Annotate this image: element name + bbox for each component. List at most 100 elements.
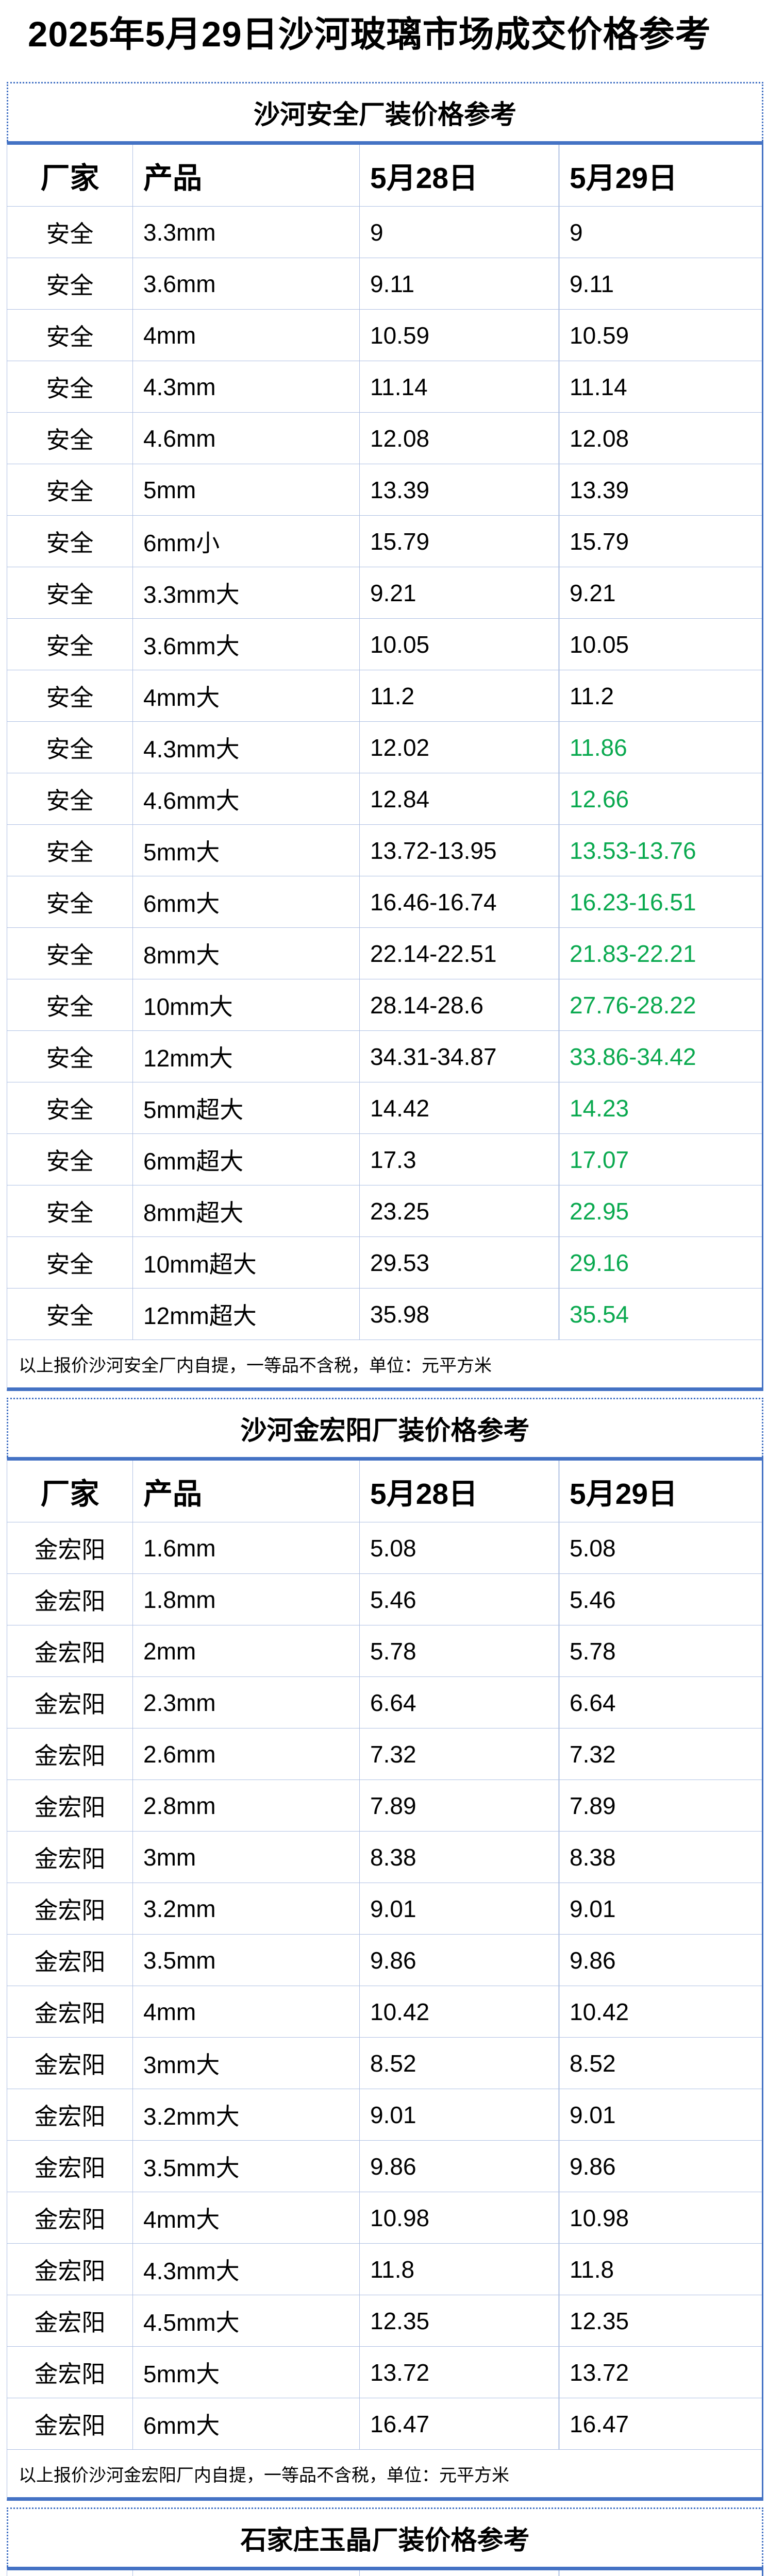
product-cell: 2.8mm (133, 1780, 360, 1832)
table-row: 安全 6mm大 16.46-16.74 16.23-16.51 (7, 876, 762, 928)
product-cell: 4mm (133, 310, 360, 361)
price-may28-cell: 17.3 (360, 1134, 559, 1185)
vendor-cell: 金宏阳 (7, 2038, 133, 2089)
vendor-cell: 安全 (7, 979, 133, 1031)
price-may29-cell: 8.52 (570, 2049, 616, 2077)
table-row: 金宏阳 1.8mm 5.46 5.46 (7, 1574, 762, 1626)
product-cell: 5mm超大 (133, 1082, 360, 1134)
header-vendor: 厂家 (7, 145, 133, 207)
product-cell: 2.3mm (133, 1677, 360, 1728)
product-cell: 3.5mm大 (133, 2141, 360, 2192)
product-cell: 4.5mm大 (133, 2295, 360, 2347)
price-may28-cell: 9.01 (360, 1883, 559, 1935)
table-row: 金宏阳 2.8mm 7.89 7.89 (7, 1780, 762, 1832)
price-may28-cell: 29.53 (360, 1237, 559, 1289)
product-cell: 3.2mm (133, 1883, 360, 1935)
price-table: 厂家 产品 5月28日 5月29日 安全 3.3mm 9 9 安全 3.6mm 9.11 9.… (7, 141, 763, 1392)
table-header-row: 厂家 产品 5月28日 5月29日 (7, 1461, 762, 1523)
table-row: 安全 4.6mm 12.08 12.08 (7, 413, 762, 465)
product-cell: 4mm (133, 1986, 360, 2038)
product-cell: 4mm大 (133, 2192, 360, 2244)
price-may28-cell: 9.01 (360, 2089, 559, 2141)
price-may28-cell: 7.89 (360, 1780, 559, 1832)
product-cell: 1.6mm (133, 1522, 360, 1574)
price-section: 沙河金宏阳厂装价格参考 厂家 产品 5月28日 5月29日 金宏阳 1.6mm 5.… (7, 1398, 763, 2501)
product-cell: 4.3mm大 (133, 722, 360, 773)
vendor-cell: 安全 (7, 516, 133, 567)
price-may28-cell: 8.38 (360, 1832, 559, 1883)
table-row: 安全 8mm超大 23.25 22.95 (7, 1185, 762, 1238)
vendor-cell: 金宏阳 (7, 2295, 133, 2347)
table-rows: 安全 3.3mm 9 9 安全 3.6mm 9.11 9.11 安全 4mm 10.59 10.59 安… (7, 207, 762, 1341)
price-may28-cell: 9 (360, 207, 559, 258)
section-footnote: 以上报价沙河安全厂内自提，一等品不含税，单位：元平方米 (19, 1355, 492, 1376)
title-spacer (0, 55, 768, 82)
product-cell: 1.8mm (133, 1574, 360, 1625)
price-may29-cell: 21.83-22.21 (570, 940, 696, 967)
header-product: 产品 (133, 2570, 360, 2576)
price-may29-cell: 11.2 (570, 682, 614, 709)
price-may29-cell: 15.79 (570, 528, 629, 555)
product-cell: 3.6mm大 (133, 619, 360, 670)
price-may29-cell: 6.64 (570, 1689, 616, 1716)
price-may29-cell: 9.11 (570, 270, 614, 297)
vendor-cell: 安全 (7, 310, 133, 361)
section-title: 沙河金宏阳厂装价格参考 (7, 1398, 763, 1458)
vendor-cell: 安全 (7, 619, 133, 670)
price-may29-cell: 7.89 (570, 1792, 616, 1819)
price-may29-cell: 17.07 (570, 1146, 629, 1173)
table-row: 金宏阳 3mm 8.38 8.38 (7, 1832, 762, 1884)
product-cell: 3mm (133, 1832, 360, 1883)
table-row: 金宏阳 4.5mm大 12.35 12.35 (7, 2295, 762, 2347)
product-cell: 10mm超大 (133, 1237, 360, 1289)
table-row: 安全 10mm超大 29.53 29.16 (7, 1237, 762, 1289)
product-cell: 2mm (133, 1625, 360, 1677)
price-may29-cell: 9.21 (570, 579, 616, 606)
vendor-cell: 金宏阳 (7, 1935, 133, 1986)
section-title: 沙河安全厂装价格参考 (7, 82, 763, 142)
header-may28: 5月28日 (360, 145, 559, 207)
price-may29-cell: 9.86 (570, 1946, 616, 1974)
price-may29-cell: 33.86-34.42 (570, 1043, 696, 1070)
vendor-cell: 金宏阳 (7, 2141, 133, 2192)
product-cell: 3.5mm (133, 1935, 360, 1986)
table-row: 金宏阳 5mm大 13.72 13.72 (7, 2347, 762, 2399)
table-row: 安全 5mm 13.39 13.39 (7, 464, 762, 516)
vendor-cell: 金宏阳 (7, 2347, 133, 2398)
product-cell: 4.3mm大 (133, 2244, 360, 2295)
sections-container: 沙河安全厂装价格参考 厂家 产品 5月28日 5月29日 安全 3.3mm 9 9 安全… (0, 82, 768, 2576)
vendor-cell: 安全 (7, 1237, 133, 1289)
vendor-cell: 安全 (7, 207, 133, 258)
price-may29-cell: 5.08 (570, 1534, 616, 1562)
product-cell: 6mm大 (133, 876, 360, 928)
price-may28-cell: 11.2 (360, 670, 559, 722)
header-vendor: 厂家 (7, 1461, 133, 1522)
price-may29-cell: 35.54 (570, 1300, 629, 1328)
price-may29-cell: 13.72 (570, 2359, 629, 2386)
vendor-cell: 金宏阳 (7, 1832, 133, 1883)
price-may28-cell: 34.31-34.87 (360, 1031, 559, 1082)
price-may29-cell: 8.38 (570, 1843, 616, 1871)
header-product: 产品 (133, 145, 360, 207)
table-row: 安全 6mm超大 17.3 17.07 (7, 1134, 762, 1186)
price-may28-cell: 12.35 (360, 2295, 559, 2347)
price-may29-cell: 12.66 (570, 785, 629, 812)
price-may28-cell: 12.02 (360, 722, 559, 773)
section-footnote: 以上报价沙河金宏阳厂内自提，一等品不含税，单位：元平方米 (19, 2465, 509, 2485)
price-may29-cell: 7.32 (570, 1740, 616, 1768)
price-may29-cell: 11.8 (570, 2256, 614, 2283)
header-product: 产品 (133, 1461, 360, 1522)
price-may28-cell: 23.25 (360, 1185, 559, 1237)
price-may29-cell: 9 (570, 218, 583, 246)
price-may28-cell: 14.42 (360, 1082, 559, 1134)
product-cell: 5mm大 (133, 825, 360, 876)
product-cell: 3.6mm (133, 258, 360, 310)
price-may29-cell: 13.53-13.76 (570, 837, 696, 864)
price-may28-cell: 12.08 (360, 413, 559, 464)
price-may28-cell: 12.84 (360, 773, 559, 825)
vendor-cell: 金宏阳 (7, 2398, 133, 2450)
price-may28-cell: 10.98 (360, 2192, 559, 2244)
vendor-cell: 安全 (7, 928, 133, 979)
table-row: 安全 3.6mm 9.11 9.11 (7, 258, 762, 310)
price-may28-cell: 9.86 (360, 1935, 559, 1986)
